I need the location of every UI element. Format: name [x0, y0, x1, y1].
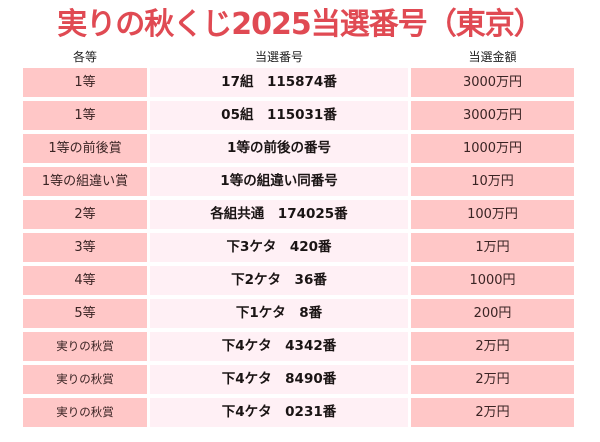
amount-cell: 1000万円 — [411, 134, 574, 163]
page-title: 実りの秋くじ2025当選番号（東京） — [57, 7, 544, 42]
amount-cell: 200円 — [411, 299, 574, 328]
table-row: 3等 下3ケタ 420番 1万円 — [0, 233, 600, 266]
amount-cell: 3000万円 — [411, 68, 574, 97]
grade-cell: 1等 — [23, 68, 147, 97]
amount-cell: 2万円 — [411, 332, 574, 361]
table-header: 各等 当選番号 当選金額 — [0, 48, 600, 66]
number-cell: 1等の組違い同番号 — [150, 167, 408, 196]
table-row: 4等 下2ケタ 36番 1000円 — [0, 266, 600, 299]
number-cell: 05組 115031番 — [150, 101, 408, 130]
table-row: 1等の前後賞 1等の前後の番号 1000万円 — [0, 134, 600, 167]
number-cell: 1等の前後の番号 — [150, 134, 408, 163]
number-cell: 下3ケタ 420番 — [150, 233, 408, 262]
table-row: 1等 05組 115031番 3000万円 — [0, 101, 600, 134]
number-cell: 下2ケタ 36番 — [150, 266, 408, 295]
amount-cell: 2万円 — [411, 398, 574, 427]
table-row: 実りの秋賞 下4ケタ 0231番 2万円 — [0, 398, 600, 431]
amount-cell: 2万円 — [411, 365, 574, 394]
header-amount: 当選金額 — [468, 50, 517, 64]
number-cell: 各組共通 174025番 — [150, 200, 408, 229]
number-cell: 17組 115874番 — [150, 68, 408, 97]
grade-cell: 1等の前後賞 — [23, 134, 147, 163]
amount-cell: 3000万円 — [411, 101, 574, 130]
amount-cell: 10万円 — [411, 167, 574, 196]
table-row: 1等の組違い賞 1等の組違い同番号 10万円 — [0, 167, 600, 200]
grade-cell: 4等 — [23, 266, 147, 295]
grade-cell: 1等 — [23, 101, 147, 130]
number-cell: 下4ケタ 4342番 — [150, 332, 408, 361]
table-row: 実りの秋賞 下4ケタ 4342番 2万円 — [0, 332, 600, 365]
grade-cell: 実りの秋賞 — [23, 398, 147, 427]
results-table: 1等 17組 115874番 3000万円 1等 05組 115031番 300… — [0, 68, 600, 431]
table-row: 実りの秋賞 下4ケタ 8490番 2万円 — [0, 365, 600, 398]
grade-cell: 5等 — [23, 299, 147, 328]
amount-cell: 100万円 — [411, 200, 574, 229]
header-grade: 各等 — [72, 50, 97, 64]
grade-cell: 1等の組違い賞 — [23, 167, 147, 196]
grade-cell: 3等 — [23, 233, 147, 262]
table-row: 2等 各組共通 174025番 100万円 — [0, 200, 600, 233]
number-cell: 下4ケタ 0231番 — [150, 398, 408, 427]
amount-cell: 1万円 — [411, 233, 574, 262]
table-row: 5等 下1ケタ 8番 200円 — [0, 299, 600, 332]
number-cell: 下1ケタ 8番 — [150, 299, 408, 328]
header-number: 当選番号 — [254, 50, 303, 64]
grade-cell: 実りの秋賞 — [23, 332, 147, 361]
amount-cell: 1000円 — [411, 266, 574, 295]
number-cell: 下4ケタ 8490番 — [150, 365, 408, 394]
grade-cell: 実りの秋賞 — [23, 365, 147, 394]
grade-cell: 2等 — [23, 200, 147, 229]
table-row: 1等 17組 115874番 3000万円 — [0, 68, 600, 101]
